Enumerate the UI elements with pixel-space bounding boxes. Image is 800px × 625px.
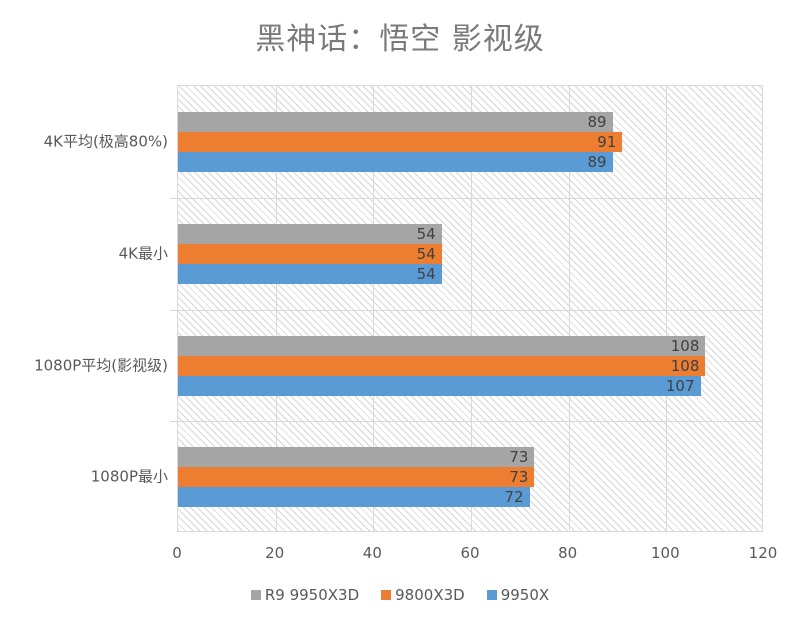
category-separator: [170, 421, 762, 423]
chart-title: 黑神话：悟空 影视级: [255, 22, 545, 57]
category-label: 1080P最小: [90, 467, 168, 486]
data-label: 107: [665, 376, 695, 395]
category-label: 4K最小: [118, 244, 168, 263]
data-label: 108: [670, 336, 700, 355]
gridline: [373, 86, 375, 531]
bar: 91: [178, 132, 623, 152]
data-label: 73: [509, 448, 529, 467]
legend-swatch-icon: [486, 590, 497, 600]
data-label: 91: [597, 133, 617, 151]
category-label: 1080P平均(影视级): [34, 356, 168, 374]
legend-item: 9800X3D: [381, 586, 465, 604]
data-label: 108: [670, 356, 700, 375]
gridline: [275, 86, 277, 531]
x-tick-label: 100: [651, 544, 680, 562]
x-tick-label: 0: [172, 544, 182, 562]
legend: R9 9950X3D 9800X3D 9950X: [0, 586, 800, 604]
bar: 108: [178, 335, 706, 356]
bar: 107: [178, 375, 701, 396]
data-label: 89: [587, 113, 607, 131]
legend-label: 9950X: [500, 586, 550, 604]
bar: 72: [178, 487, 530, 508]
gridline: [666, 86, 668, 531]
x-tick-label: 120: [748, 544, 778, 562]
data-label: 72: [504, 488, 524, 507]
bar: 73: [178, 467, 535, 488]
category-separator: [170, 309, 762, 311]
bar: 54: [178, 243, 442, 264]
bar: 108: [178, 355, 706, 376]
legend-swatch-icon: [250, 590, 261, 600]
bar: 54: [178, 263, 442, 284]
plot-area: 89 91 89 54 54 54 108 108 107 73 73 72: [170, 85, 763, 532]
legend-swatch-icon: [381, 590, 392, 600]
category-label: 4K平均(极高80%): [43, 132, 168, 151]
x-tick-label: 80: [558, 544, 578, 562]
bar: 89: [178, 152, 613, 172]
legend-label: 9800X3D: [395, 586, 465, 604]
bar: 73: [178, 447, 535, 468]
gridline: [568, 86, 570, 531]
data-label: 54: [416, 244, 436, 263]
category-separator: [170, 197, 762, 199]
x-tick-label: 40: [362, 544, 382, 562]
data-label: 73: [509, 468, 529, 487]
x-tick-label: 60: [460, 544, 480, 562]
legend-label: R9 9950X3D: [264, 586, 360, 604]
bar: 89: [178, 112, 613, 132]
x-tick-label: 20: [265, 544, 285, 562]
data-label: 54: [416, 264, 436, 283]
legend-item: 9950X: [486, 586, 550, 604]
legend-item: R9 9950X3D: [250, 586, 360, 604]
data-label: 89: [587, 153, 607, 171]
gridline: [471, 86, 472, 531]
data-label: 54: [416, 224, 436, 243]
bar: 54: [178, 223, 442, 244]
